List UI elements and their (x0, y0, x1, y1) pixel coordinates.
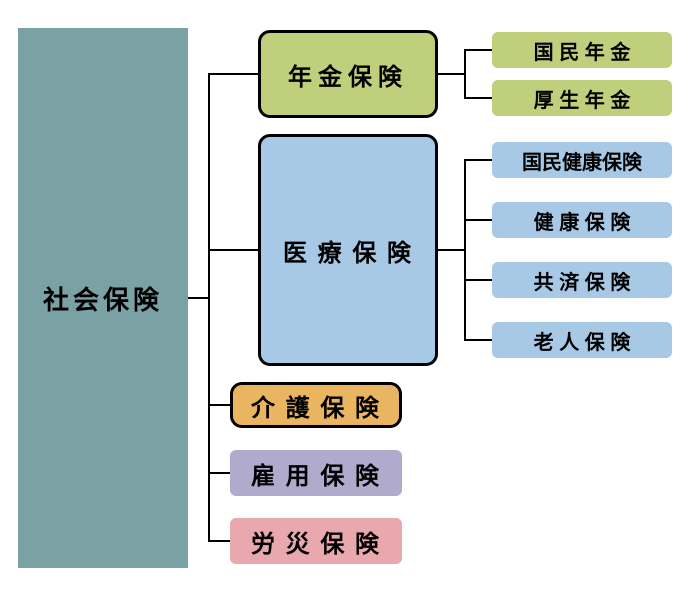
leaf-medical-2: 共 済 保 険 (492, 262, 672, 298)
category-label: 雇 用 保 険 (251, 456, 381, 491)
category-label: 年金保険 (288, 57, 408, 92)
category-label: 介 護 保 険 (251, 388, 381, 423)
leaf-pension-0: 国 民 年 金 (492, 32, 672, 68)
category-label: 労 災 保 険 (251, 524, 381, 559)
root-label: 社会保険 (43, 280, 163, 317)
category-medical: 医 療 保 険 (258, 134, 438, 366)
leaf-label: 共 済 保 険 (534, 266, 631, 295)
leaf-pension-1: 厚 生 年 金 (492, 80, 672, 116)
leaf-medical-0: 国民健康保険 (492, 142, 672, 178)
leaf-medical-1: 健 康 保 険 (492, 202, 672, 238)
leaf-label: 健 康 保 険 (534, 206, 631, 235)
root-node: 社会保険 (18, 28, 188, 568)
leaf-medical-3: 老 人 保 険 (492, 322, 672, 358)
leaf-label: 国民健康保険 (522, 146, 642, 175)
leaf-label: 厚 生 年 金 (534, 84, 631, 113)
category-care: 介 護 保 険 (230, 382, 402, 428)
category-pension: 年金保険 (258, 30, 438, 118)
leaf-label: 国 民 年 金 (534, 36, 631, 65)
category-label: 医 療 保 険 (283, 233, 413, 268)
category-workers: 労 災 保 険 (230, 518, 402, 564)
leaf-label: 老 人 保 険 (534, 326, 631, 355)
category-employment: 雇 用 保 険 (230, 450, 402, 496)
